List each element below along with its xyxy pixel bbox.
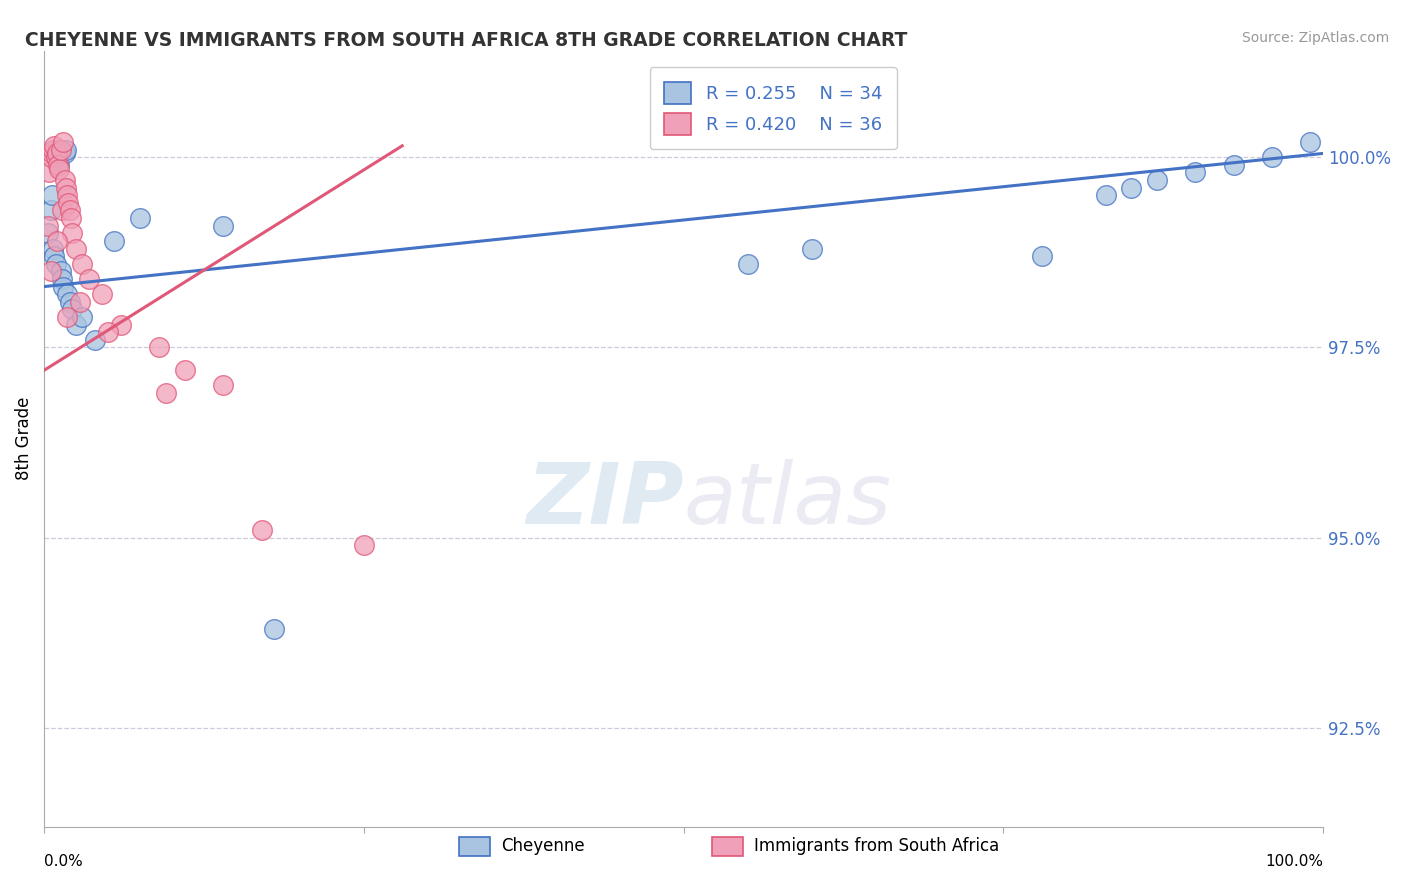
Point xyxy=(39,203,62,218)
Point xyxy=(55,180,77,194)
Point xyxy=(56,310,79,324)
Text: 100.0%: 100.0% xyxy=(1265,854,1323,869)
Point xyxy=(60,227,83,241)
Point xyxy=(1299,135,1322,149)
Point xyxy=(45,143,67,157)
Point xyxy=(45,257,67,271)
Point xyxy=(37,219,59,233)
Point xyxy=(45,234,67,248)
Point xyxy=(65,242,87,256)
Point xyxy=(53,173,76,187)
Text: Immigrants from South Africa: Immigrants from South Africa xyxy=(754,838,1000,855)
Point xyxy=(59,203,82,218)
Point xyxy=(52,279,75,293)
Point xyxy=(1121,180,1143,194)
Point xyxy=(1031,249,1053,263)
Point xyxy=(56,287,79,301)
Point xyxy=(46,158,69,172)
Point xyxy=(48,158,70,172)
Point xyxy=(45,150,67,164)
Text: Source: ZipAtlas.com: Source: ZipAtlas.com xyxy=(1241,31,1389,45)
Point xyxy=(72,257,94,271)
Point xyxy=(173,363,195,377)
Point xyxy=(39,150,62,164)
Point xyxy=(46,150,69,164)
Point xyxy=(263,622,285,636)
Point xyxy=(129,211,152,225)
Point xyxy=(59,294,82,309)
Point xyxy=(41,146,63,161)
Text: Cheyenne: Cheyenne xyxy=(501,838,585,855)
Point xyxy=(53,146,76,161)
Point xyxy=(212,219,235,233)
Point xyxy=(49,264,72,278)
Point xyxy=(55,143,77,157)
Point xyxy=(84,333,107,347)
Point xyxy=(353,538,375,552)
Point xyxy=(44,138,66,153)
Point xyxy=(212,378,235,392)
Point xyxy=(110,318,132,332)
Point xyxy=(1146,173,1168,187)
Point xyxy=(45,146,67,161)
Point xyxy=(250,523,273,537)
Point xyxy=(72,310,94,324)
Text: CHEYENNE VS IMMIGRANTS FROM SOUTH AFRICA 8TH GRADE CORRELATION CHART: CHEYENNE VS IMMIGRANTS FROM SOUTH AFRICA… xyxy=(25,31,908,50)
Y-axis label: 8th Grade: 8th Grade xyxy=(15,397,32,481)
Point xyxy=(58,195,80,210)
Point xyxy=(1184,165,1206,179)
Point xyxy=(60,302,83,317)
Point xyxy=(90,287,112,301)
Point xyxy=(48,161,70,176)
Point xyxy=(44,249,66,263)
Point xyxy=(42,242,65,256)
Point xyxy=(49,143,72,157)
Text: ZIP: ZIP xyxy=(526,459,683,542)
Text: atlas: atlas xyxy=(683,459,891,542)
Point xyxy=(103,234,125,248)
Point xyxy=(148,341,170,355)
Point xyxy=(56,188,79,202)
Point xyxy=(51,203,73,218)
Point xyxy=(52,135,75,149)
Legend: R = 0.255    N = 34, R = 0.420    N = 36: R = 0.255 N = 34, R = 0.420 N = 36 xyxy=(650,68,897,150)
Point xyxy=(1222,158,1244,172)
Point xyxy=(737,257,759,271)
Point xyxy=(1261,150,1284,164)
Point xyxy=(77,272,100,286)
Point xyxy=(38,165,60,179)
Text: 0.0%: 0.0% xyxy=(44,854,83,869)
Point xyxy=(51,272,73,286)
Point xyxy=(41,188,63,202)
Point xyxy=(97,325,120,339)
Point xyxy=(800,242,823,256)
Point xyxy=(69,294,91,309)
Point xyxy=(59,211,82,225)
Point xyxy=(65,318,87,332)
Point xyxy=(39,264,62,278)
Point xyxy=(155,386,177,401)
Point xyxy=(42,143,65,157)
Point xyxy=(1094,188,1116,202)
Point xyxy=(37,227,59,241)
